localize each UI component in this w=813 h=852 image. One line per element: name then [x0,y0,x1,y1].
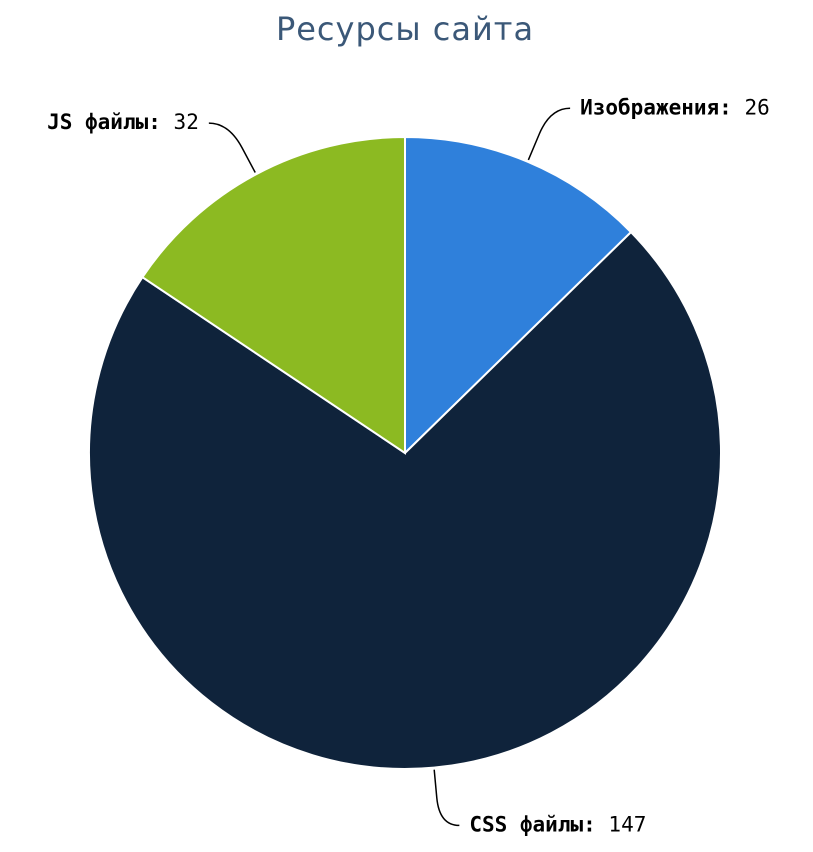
slice-label-value: 147 [608,812,646,836]
slice-label: JS файлы: 32 [47,110,199,134]
slice-label-value: 26 [744,95,769,119]
slice-label-sep: : [148,110,173,134]
pie-slice [141,135,406,455]
leader-line [433,769,460,827]
slice-label-name: JS файлы [47,110,149,134]
pie-slice [88,230,722,770]
slice-label-value: 32 [174,110,199,134]
slice-label-sep: : [719,95,744,119]
slice-label-sep: : [583,812,608,836]
slice-label: Изображения: 26 [580,95,770,119]
chart-title: Ресурсы сайта [276,10,534,48]
slice-label-name: Изображения [580,95,719,119]
pie-slice [404,135,633,456]
leader-line [208,122,256,173]
leader-line [527,107,571,161]
slice-label-name: CSS файлы [469,812,583,836]
slice-label: CSS файлы: 147 [469,812,646,836]
